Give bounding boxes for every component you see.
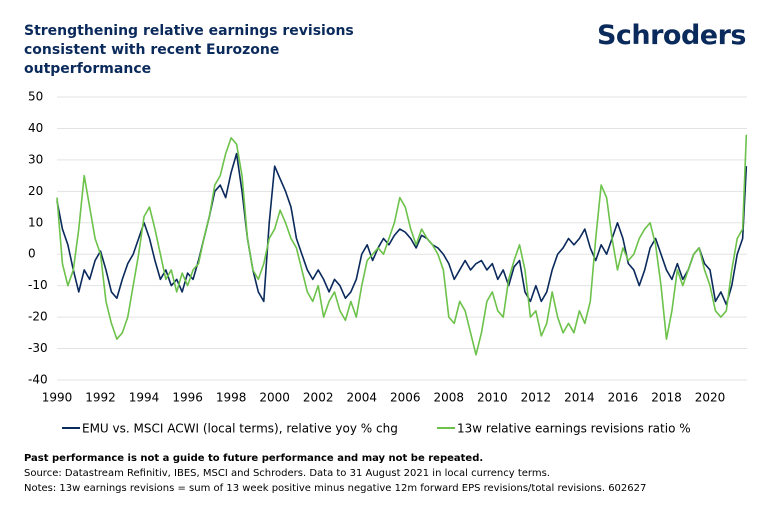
footnote: Source: Datastream Refinitiv, IBES, MSCI… [24, 468, 550, 479]
y-tick-label: -40 [28, 373, 48, 387]
y-tick-label: -10 [28, 278, 48, 292]
brand-logo: Schroders [596, 20, 747, 51]
footnote: Notes: 13w earnings revisions = sum of 1… [24, 483, 647, 494]
x-tick-label: 2014 [564, 391, 595, 405]
y-tick-label: 50 [28, 90, 43, 104]
chart-title: Strengthening relative earnings revision… [24, 23, 354, 77]
x-tick-label: 2002 [303, 391, 334, 405]
x-tick-label: 1992 [85, 391, 116, 405]
y-tick-label: 40 [28, 121, 43, 135]
y-tick-label: -30 [28, 341, 48, 355]
footnote: Past performance is not a guide to futur… [24, 453, 484, 464]
series-line [56, 152, 748, 306]
x-tick-label: 2020 [695, 391, 726, 405]
x-tick-label: 1998 [216, 391, 247, 405]
x-tick-label: 2018 [651, 391, 682, 405]
x-tick-label: 1994 [129, 391, 160, 405]
chart: -40 -30 -20 -10 0 10 20 30 40 50 1990 1992 1994 1996 1… [28, 90, 748, 436]
x-tick-label: 1996 [172, 391, 203, 405]
y-tick-label: 20 [28, 184, 43, 198]
x-tick-label: 2006 [390, 391, 421, 405]
x-tick-label: 2008 [434, 391, 465, 405]
y-tick-label: 10 [28, 215, 43, 229]
x-tick-label: 1990 [42, 391, 73, 405]
legend-label: EMU vs. MSCI ACWI (local terms), relativ… [82, 422, 398, 436]
series-line [56, 134, 748, 356]
x-tick-label: 2012 [521, 391, 552, 405]
x-tick-label: 2004 [346, 391, 377, 405]
y-tick-label: 30 [28, 152, 43, 166]
x-tick-label: 2000 [259, 391, 290, 405]
y-tick-label: -20 [28, 310, 48, 324]
x-tick-label: 2010 [477, 391, 508, 405]
legend-label: 13w relative earnings revisions ratio % [457, 422, 691, 436]
x-tick-label: 2016 [608, 391, 639, 405]
y-tick-label: 0 [28, 247, 36, 261]
footnotes: Past performance is not a guide to futur… [24, 451, 646, 496]
